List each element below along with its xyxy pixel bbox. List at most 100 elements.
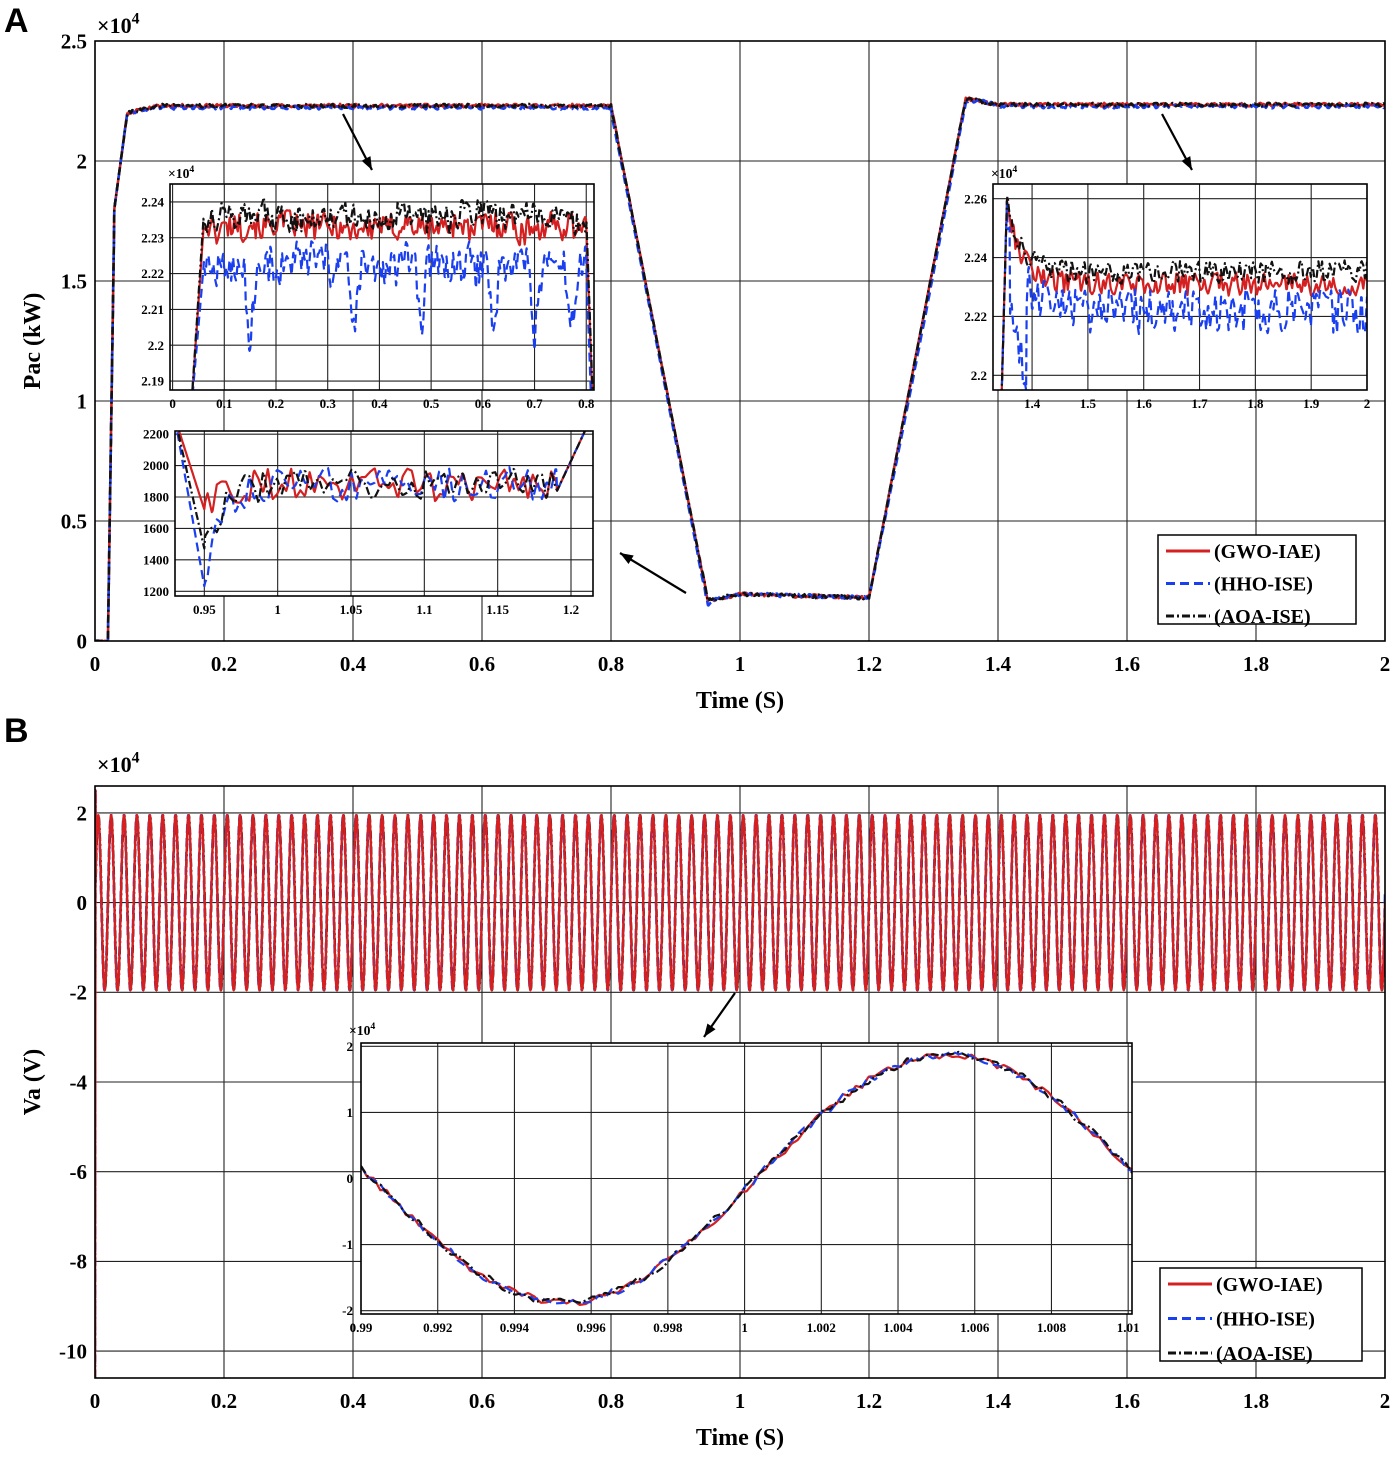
pointer-arrow [1161,113,1193,171]
x-tick-label: 0.1 [216,396,232,411]
x-tick-label: 1 [741,1320,748,1335]
axes-frame [94,785,1386,1379]
axes-frame [992,183,1368,391]
axis-multiplier: ×104 [168,164,194,181]
x-tick-label: 1.8 [1243,1389,1269,1413]
series-line-aoa-ise [95,96,1385,641]
grid-B-inset [360,1043,1132,1314]
series-line-aoa-ise [176,431,587,550]
x-tick-label: 0 [90,652,101,676]
y-tick-label: 2.26 [964,191,987,206]
x-tick-label: 0.6 [469,652,495,676]
x-tick-label: 1.6 [1136,396,1153,411]
x-tick-label: 0.4 [340,652,367,676]
x-tick-label: 1.5 [1080,396,1097,411]
x-tick-label: 1.2 [856,652,882,676]
axes-B-inset: 0.99 0.992 0.994 0.996 0.998 1 1.002 1.004 1.006… [342,1021,1139,1335]
y-tick-label: -1 [342,1237,353,1252]
y-tick-label: -4 [70,1070,88,1094]
x-tick-label: 1.01 [1117,1320,1140,1335]
x-tick-label: 0.6 [475,396,492,411]
y-tick-label: 2 [77,801,88,825]
x-tick-label: 1.2 [563,602,579,617]
x-tick-label: 1.05 [340,602,363,617]
y-tick-label: 2.2 [148,338,164,353]
x-tick-label: 0 [90,1389,101,1413]
legend: (GWO-IAE) (HHO-ISE) (AOA-ISE) [1157,534,1357,628]
x-tick-label: 0.7 [526,396,543,411]
x-tick-label: 0.2 [211,652,237,676]
y-tick-label: 2 [77,149,88,173]
x-tick-label: 0.8 [598,1389,624,1413]
y-tick-label: 0 [347,1171,354,1186]
legend-label: (GWO-IAE) [1216,1274,1323,1296]
y-tick-label: 2.24 [964,250,987,265]
x-tick-label: 0.4 [371,396,388,411]
y-axis-label: Pac (kW) [20,293,46,390]
x-tick-label: 0.8 [578,396,595,411]
series-line-gwo-iae [361,1053,1132,1306]
x-tick-label: 2 [1380,652,1391,676]
series-line-hho-ise [1000,200,1367,390]
legend-label: (GWO-IAE) [1214,541,1321,563]
x-tick-label: 0.996 [577,1320,607,1335]
x-tick-label: 1.004 [883,1320,913,1335]
y-tick-label: 2 [347,1039,354,1054]
y-tick-label: -2 [342,1303,353,1318]
y-tick-label: 2.23 [141,230,164,245]
x-tick-label: 0.994 [500,1320,530,1335]
x-tick-label: 1.4 [985,652,1012,676]
x-tick-label: 0.5 [423,396,440,411]
x-tick-label: 0.2 [211,1389,237,1413]
y-tick-label: -10 [59,1339,87,1363]
series-line-aoa-ise [191,196,594,390]
x-tick-label: 1.006 [960,1320,990,1335]
x-tick-label: 1.002 [807,1320,836,1335]
axis-multiplier: ×104 [97,750,140,777]
y-tick-label: 0 [77,891,88,915]
legend-label: (AOA-ISE) [1216,1343,1313,1365]
y-tick-label: 2200 [143,427,169,442]
y-tick-label: 2.5 [61,29,87,53]
axes-A-inset-1: 0 0.1 0.2 0.3 0.4 0.5 0.6 0.7 0.8 2.19 2.2 2.21 2.22… [141,164,595,411]
x-tick-label: 1.8 [1243,652,1269,676]
y-tick-label: 2000 [143,458,169,473]
panel-label-b: B [4,712,29,750]
x-axis-label: Time (S) [696,688,784,714]
series-line-aoa-ise [361,1050,1132,1304]
x-tick-label: 1.4 [1024,396,1041,411]
series-line-aoa-ise [1000,195,1367,390]
series-line-gwo-iae [191,209,594,390]
y-tick-label: 2.24 [141,194,164,209]
legend: (GWO-IAE) (HHO-ISE) (AOA-ISE) [1159,1267,1363,1365]
axes-A-inset-3: 0.95 1 1.05 1.1 1.15 1.2 1200 1400 1600 1800 2000 2… [143,427,594,617]
y-axis-label: Va (V) [20,1049,46,1115]
y-tick-label: 0 [77,629,88,653]
x-tick-label: 1.1 [416,602,432,617]
y-tick-label: -6 [70,1160,88,1184]
pointer-arrow [342,113,373,171]
x-tick-label: 0.998 [653,1320,683,1335]
x-tick-label: 1.6 [1114,1389,1140,1413]
y-tick-label: 1400 [143,552,169,567]
legend-label: (HHO-ISE) [1214,574,1313,596]
x-tick-label: 1.9 [1303,396,1320,411]
x-tick-label: 2 [1364,396,1371,411]
x-tick-label: 0.3 [320,396,337,411]
panel-label-a: A [4,2,29,40]
y-tick-label: 0.5 [61,509,87,533]
y-tick-label: 1 [347,1105,354,1120]
y-tick-label: 2.21 [141,302,164,317]
axes-frame [169,183,595,391]
series-line-hho-ise [176,431,587,588]
legend-label: (HHO-ISE) [1216,1309,1315,1331]
y-tick-label: 1800 [143,490,169,505]
plot-area-A-inset-3 [175,431,593,596]
series-line-hho-ise [191,240,592,390]
axes-frame [174,430,594,597]
axis-multiplier: ×104 [349,1021,375,1038]
x-tick-label: 2 [1380,1389,1391,1413]
x-tick-label: 1 [274,602,281,617]
x-tick-label: 0.2 [268,396,284,411]
y-tick-label: 2.19 [141,374,164,389]
